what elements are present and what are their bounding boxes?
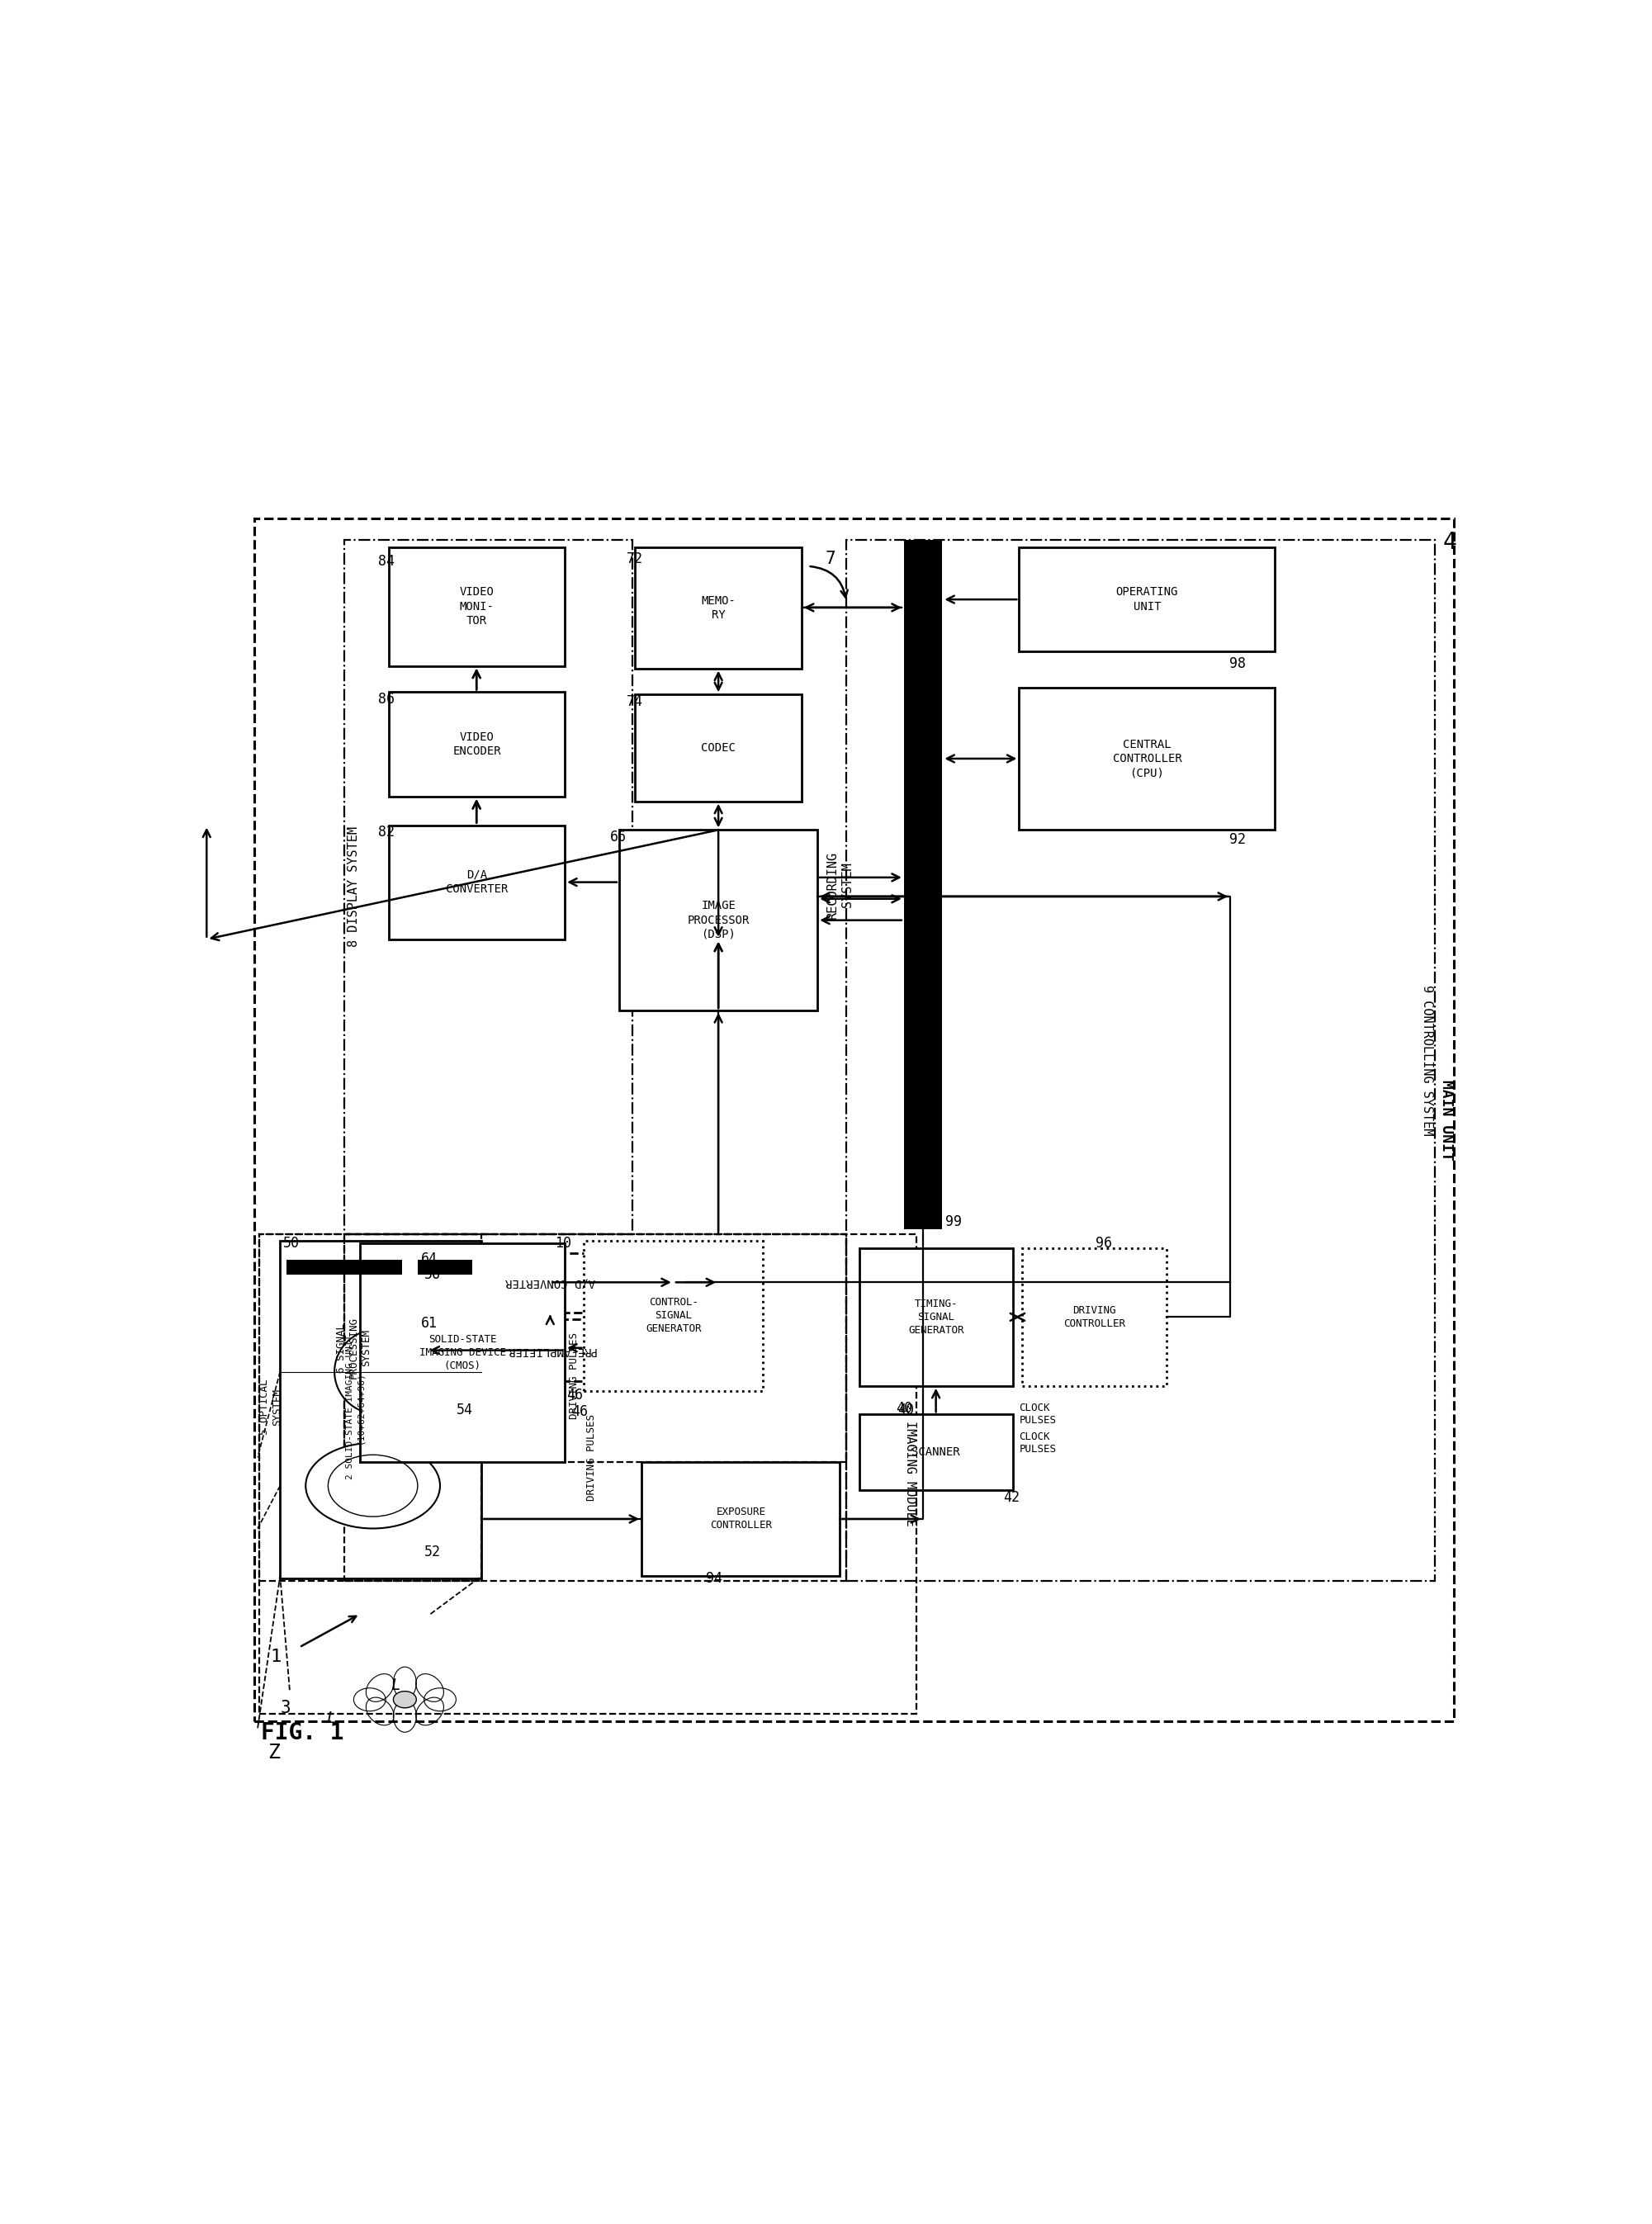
Text: DRIVING PULSES: DRIVING PULSES — [568, 1332, 580, 1419]
Text: 99: 99 — [945, 1214, 961, 1230]
Text: 94: 94 — [705, 1570, 722, 1586]
Text: FIG. 1: FIG. 1 — [261, 1721, 344, 1744]
Bar — [634, 694, 801, 801]
Bar — [281, 1241, 482, 1579]
Text: 72: 72 — [626, 552, 643, 567]
Text: 5 OPTICAL
SYSTEM: 5 OPTICAL SYSTEM — [259, 1379, 282, 1434]
Bar — [388, 825, 565, 939]
Text: VIDEO
MONI-
TOR: VIDEO MONI- TOR — [459, 587, 494, 627]
Text: CODEC: CODEC — [700, 743, 735, 754]
Ellipse shape — [393, 1690, 416, 1708]
Text: 61: 61 — [421, 1317, 438, 1330]
Text: MAIN UNIT: MAIN UNIT — [1439, 1079, 1454, 1161]
Text: L: L — [327, 1710, 335, 1726]
Text: IMAGE
PROCESSOR
(DSP): IMAGE PROCESSOR (DSP) — [687, 901, 750, 941]
Text: MEMO-
RY: MEMO- RY — [700, 594, 735, 620]
Text: EXPOSURE
CONTROLLER: EXPOSURE CONTROLLER — [710, 1508, 771, 1530]
Text: 46: 46 — [572, 1406, 588, 1419]
Text: D/A
CONVERTER: D/A CONVERTER — [446, 870, 507, 894]
Text: 96: 96 — [1095, 1237, 1112, 1250]
Text: IMAGING MODULE: IMAGING MODULE — [904, 1421, 917, 1526]
Text: 4: 4 — [1442, 532, 1457, 554]
Text: 82: 82 — [378, 825, 395, 841]
Bar — [259, 1234, 917, 1715]
Text: 56: 56 — [425, 1268, 441, 1281]
Text: DRIVING PULSES: DRIVING PULSES — [586, 1414, 596, 1501]
Text: TIMING-
SIGNAL
GENERATOR: TIMING- SIGNAL GENERATOR — [909, 1299, 963, 1337]
Text: 64: 64 — [421, 1252, 438, 1265]
Text: A/D CONVERTER: A/D CONVERTER — [506, 1277, 595, 1288]
Text: SOLID-STATE
IMAGING DEVICE
(CMOS): SOLID-STATE IMAGING DEVICE (CMOS) — [420, 1334, 506, 1372]
Text: 10: 10 — [555, 1237, 572, 1250]
Text: SCANNER: SCANNER — [912, 1446, 960, 1459]
Text: VIDEO
ENCODER: VIDEO ENCODER — [453, 732, 501, 758]
Text: Z: Z — [268, 1741, 279, 1761]
Text: 40: 40 — [897, 1401, 914, 1417]
Text: 92: 92 — [1229, 832, 1246, 847]
Bar — [428, 1319, 674, 1381]
Text: RECORDING
SYSTEM: RECORDING SYSTEM — [826, 850, 854, 919]
Text: DRIVING
CONTROLLER: DRIVING CONTROLLER — [1064, 1305, 1125, 1330]
Bar — [904, 540, 942, 1230]
Text: PRE-AMPLIFIER: PRE-AMPLIFIER — [506, 1346, 595, 1357]
Text: 2 SOLID-STATE IMAGING UNIT
(10+62+64+96): 2 SOLID-STATE IMAGING UNIT (10+62+64+96) — [345, 1334, 363, 1479]
Bar — [1019, 687, 1275, 830]
Bar — [859, 1414, 1013, 1490]
Text: 66: 66 — [610, 830, 626, 845]
Ellipse shape — [334, 1330, 425, 1414]
Bar — [344, 540, 633, 1234]
Text: 6 SIGNAL
PROCESSING
SYSTEM: 6 SIGNAL PROCESSING SYSTEM — [335, 1317, 372, 1379]
Text: 40: 40 — [897, 1403, 914, 1417]
Bar — [388, 692, 565, 796]
Text: 46: 46 — [567, 1388, 583, 1403]
Bar — [286, 1261, 401, 1274]
Text: 98: 98 — [1229, 656, 1246, 672]
Bar — [259, 1234, 482, 1581]
Bar — [418, 1261, 472, 1274]
Bar — [846, 540, 1436, 1581]
Bar — [585, 1241, 763, 1390]
Text: 8 DISPLAY SYSTEM: 8 DISPLAY SYSTEM — [347, 827, 360, 947]
Text: 1: 1 — [271, 1648, 281, 1666]
Bar — [344, 1234, 846, 1581]
Text: CLOCK
PULSES: CLOCK PULSES — [1019, 1403, 1056, 1426]
Text: 3: 3 — [281, 1699, 291, 1717]
Text: 7: 7 — [824, 552, 836, 567]
Bar — [859, 1248, 1013, 1386]
Bar — [1019, 547, 1275, 652]
Bar — [641, 1461, 839, 1577]
Bar — [1023, 1248, 1166, 1386]
Text: 54: 54 — [456, 1403, 472, 1417]
Text: CENTRAL
CONTROLLER
(CPU): CENTRAL CONTROLLER (CPU) — [1112, 738, 1181, 778]
Bar — [634, 547, 801, 669]
Text: 86: 86 — [378, 692, 395, 707]
Text: CLOCK
PULSES: CLOCK PULSES — [1019, 1432, 1056, 1454]
Ellipse shape — [306, 1443, 439, 1528]
Text: 50: 50 — [282, 1237, 299, 1250]
Text: 9 CONTROLLING SYSTEM: 9 CONTROLLING SYSTEM — [1421, 985, 1434, 1136]
Text: CONTROL-
SIGNAL
GENERATOR: CONTROL- SIGNAL GENERATOR — [646, 1297, 702, 1334]
Text: L: L — [390, 1677, 400, 1692]
Text: OPERATING
UNIT: OPERATING UNIT — [1117, 587, 1178, 612]
Text: 52: 52 — [425, 1546, 441, 1559]
Text: 74: 74 — [626, 694, 643, 709]
Text: 84: 84 — [378, 554, 395, 569]
Bar — [344, 1234, 846, 1461]
Bar — [428, 1252, 674, 1312]
Text: 42: 42 — [1003, 1490, 1019, 1506]
Bar — [620, 830, 818, 1010]
Bar — [388, 547, 565, 665]
Bar — [360, 1243, 565, 1461]
